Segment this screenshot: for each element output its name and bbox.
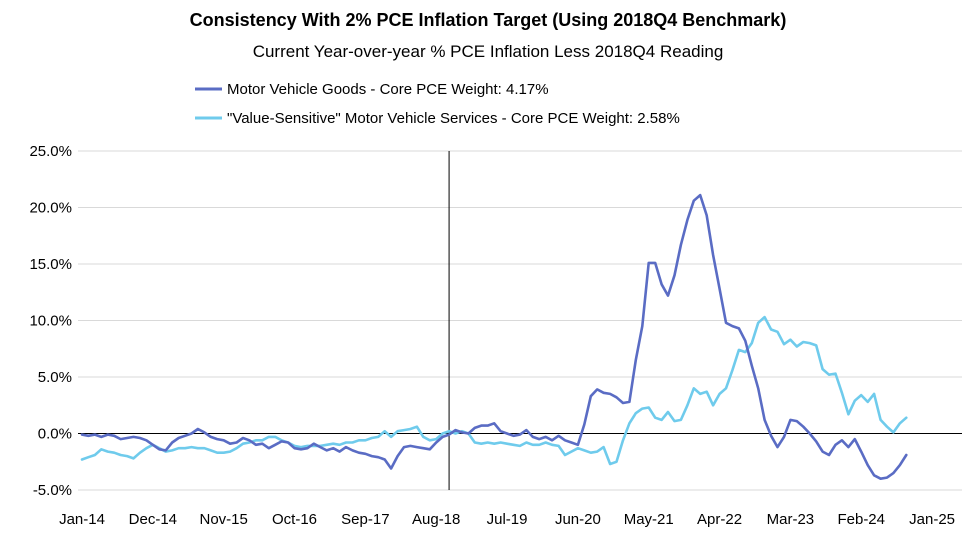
y-tick-label: 25.0% (29, 143, 72, 160)
x-tick-label: Jun-20 (555, 511, 601, 528)
series-value-sensitive-services (80, 315, 908, 466)
x-tick-label: Feb-24 (837, 511, 885, 528)
x-tick-label: Jan-25 (909, 511, 955, 528)
y-tick-label: 5.0% (38, 369, 72, 386)
x-tick-label: Sep-17 (341, 511, 389, 528)
y-tick-label: 0.0% (38, 426, 72, 443)
x-tick-label: Aug-18 (412, 511, 460, 528)
x-tick-label: Apr-22 (697, 511, 742, 528)
legend-label-motor-vehicle-goods: Motor Vehicle Goods - Core PCE Weight: 4… (227, 81, 549, 98)
x-tick-label: Mar-23 (767, 511, 815, 528)
x-tick-label: Oct-16 (272, 511, 317, 528)
y-axis-ticks: 25.0% 20.0% 15.0% 10.0% 5.0% 0.0% -5.0% (29, 143, 72, 499)
chart-title: Consistency With 2% PCE Inflation Target… (190, 10, 787, 30)
chart-subtitle: Current Year-over-year % PCE Inflation L… (253, 42, 724, 61)
legend: Motor Vehicle Goods - Core PCE Weight: 4… (195, 81, 680, 127)
x-tick-label: Jan-14 (59, 511, 105, 528)
x-tick-label: May-21 (624, 511, 674, 528)
y-tick-label: -5.0% (33, 482, 72, 499)
legend-label-value-sensitive-services: "Value-Sensitive" Motor Vehicle Services… (227, 110, 680, 127)
gridlines (78, 150, 962, 491)
series-motor-vehicle-goods (80, 193, 908, 481)
y-tick-label: 15.0% (29, 256, 72, 273)
series-lines (80, 193, 908, 481)
x-tick-label: Jul-19 (487, 511, 528, 528)
y-tick-label: 20.0% (29, 200, 72, 217)
x-tick-label: Dec-14 (129, 511, 177, 528)
x-axis-ticks: Jan-14 Dec-14 Nov-15 Oct-16 Sep-17 Aug-18 Jul-… (59, 511, 955, 528)
y-tick-label: 10.0% (29, 313, 72, 330)
x-tick-label: Nov-15 (200, 511, 248, 528)
